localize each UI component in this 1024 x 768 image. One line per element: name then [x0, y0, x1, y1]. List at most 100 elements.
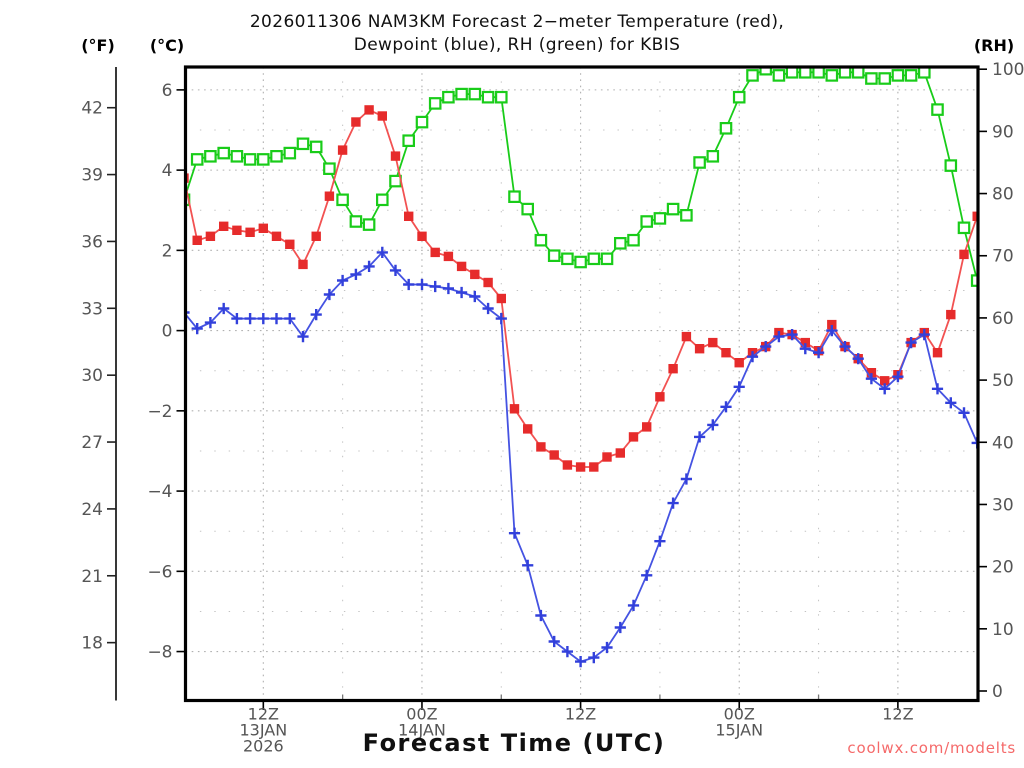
rh-marker [666, 202, 680, 216]
2-meter-temperature-marker [337, 145, 348, 155]
2-meter-temperature-marker [615, 448, 625, 458]
x-tick-time-label: 12Z [882, 705, 913, 724]
rh-marker [759, 67, 772, 76]
dewpoint-marker [257, 313, 269, 325]
2-meter-temperature-marker [734, 358, 744, 368]
f-tick-label: 42 [81, 99, 103, 119]
dewpoint-marker [614, 621, 626, 634]
dewpoint-marker [185, 311, 190, 314]
2-meter-temperature-marker [628, 432, 639, 442]
dewpoint-marker [733, 381, 745, 393]
x-tick-date-label: 14JAN [398, 721, 446, 740]
plot-border [183, 65, 980, 703]
2-meter-temperature-marker [430, 247, 440, 258]
dewpoint-marker [469, 290, 481, 303]
dewpoint-marker [270, 313, 283, 325]
rh-marker [283, 146, 297, 160]
dewpoint-marker [799, 343, 811, 355]
rh-tick-label: 90 [992, 122, 1014, 142]
rh-marker [362, 218, 376, 231]
watermark-link: coolwx.com/modelts [847, 739, 1016, 757]
series-layer [185, 67, 978, 668]
rh-tick-label: 40 [992, 433, 1014, 453]
rh-tick-label: 80 [992, 185, 1014, 205]
rh-marker [627, 233, 640, 247]
dewpoint-marker [456, 286, 468, 299]
dewpoint-marker [495, 313, 507, 325]
2-meter-temperature-marker [866, 368, 877, 378]
f-tick-label: 18 [81, 634, 103, 654]
rh-marker [680, 209, 693, 222]
2-meter-temperature-marker [523, 424, 533, 434]
2-meter-temperature-marker [377, 111, 387, 121]
rh-marker [270, 150, 283, 163]
2-meter-temperature-marker [285, 239, 295, 249]
c-tick-label: 2 [162, 241, 173, 261]
rh-marker [204, 150, 217, 163]
rh-marker [495, 90, 508, 104]
2-meter-temperature-marker [351, 117, 361, 127]
rh-tick-label: 10 [992, 620, 1014, 640]
2-meter-temperature-marker [562, 460, 573, 470]
rh-marker [838, 67, 852, 79]
rh-marker [217, 146, 230, 160]
2-meter-temperature-marker [655, 392, 665, 402]
2-meter-temperature-marker [417, 231, 427, 241]
dewpoint-marker [548, 635, 560, 648]
c-tick-label: 6 [162, 81, 173, 101]
dewpoint-marker [442, 282, 454, 295]
rh-marker [336, 193, 349, 207]
f-tick-label: 39 [81, 166, 103, 186]
dewpoint-marker [588, 652, 600, 664]
rh-marker [719, 121, 733, 135]
rh-marker [798, 67, 812, 79]
c-tick-label: 4 [162, 161, 173, 181]
c-tick-label: 0 [162, 322, 173, 342]
x-tick-time-label: 00Z [406, 705, 437, 724]
rh-marker [309, 140, 323, 154]
rh-marker [389, 174, 402, 188]
dewpoint-marker [680, 473, 692, 485]
x-tick-time-label: 12Z [248, 705, 279, 724]
dewpoint-marker [482, 302, 494, 315]
dewpoint-marker [204, 317, 216, 329]
rh-marker [190, 153, 204, 166]
f-tick-label: 21 [81, 567, 103, 587]
2-meter-temperature-marker [589, 462, 599, 472]
2-meter-temperature-marker [932, 348, 943, 358]
dewpoint-marker [244, 313, 256, 325]
x-tick-date-label: 13JAN [239, 721, 287, 740]
rh-marker [376, 193, 389, 207]
2-meter-temperature-marker [443, 251, 454, 262]
2-meter-temperature-marker [946, 309, 956, 320]
rh-tick-label: 60 [992, 309, 1014, 329]
dewpoint-marker [641, 569, 653, 581]
dewpoint-marker [601, 641, 613, 654]
rh-marker [706, 150, 720, 163]
dewpoint-marker [575, 656, 587, 668]
dewpoint-marker [403, 278, 415, 291]
dewpoint-marker [337, 274, 349, 287]
2-meter-temperature-marker [972, 211, 978, 221]
rh-marker [732, 90, 746, 104]
2-meter-temperature-marker [721, 348, 731, 358]
2-meter-temperature-marker [258, 223, 268, 233]
rh-marker [230, 150, 244, 163]
rh-marker [600, 252, 614, 266]
2-meter-temperature-marker [959, 249, 969, 260]
rh-axis-label: (RH) [973, 36, 1015, 55]
rh-marker [944, 159, 958, 172]
2-meter-temperature-marker [245, 227, 255, 237]
dewpoint-marker [852, 353, 864, 365]
dewpoint-marker [522, 559, 534, 571]
rh-marker [508, 190, 521, 203]
dewpoint-marker [760, 341, 772, 353]
x-tick-date-label: 15JAN [715, 721, 763, 740]
rh-tick-label: 100 [992, 60, 1024, 80]
rh-marker [785, 67, 799, 79]
dewpoint-marker [284, 313, 296, 325]
2-meter-temperature-marker [549, 450, 559, 460]
2-meter-temperature-marker [271, 231, 282, 241]
dewpoint-marker [231, 313, 243, 325]
dewpoint-marker [865, 373, 877, 385]
